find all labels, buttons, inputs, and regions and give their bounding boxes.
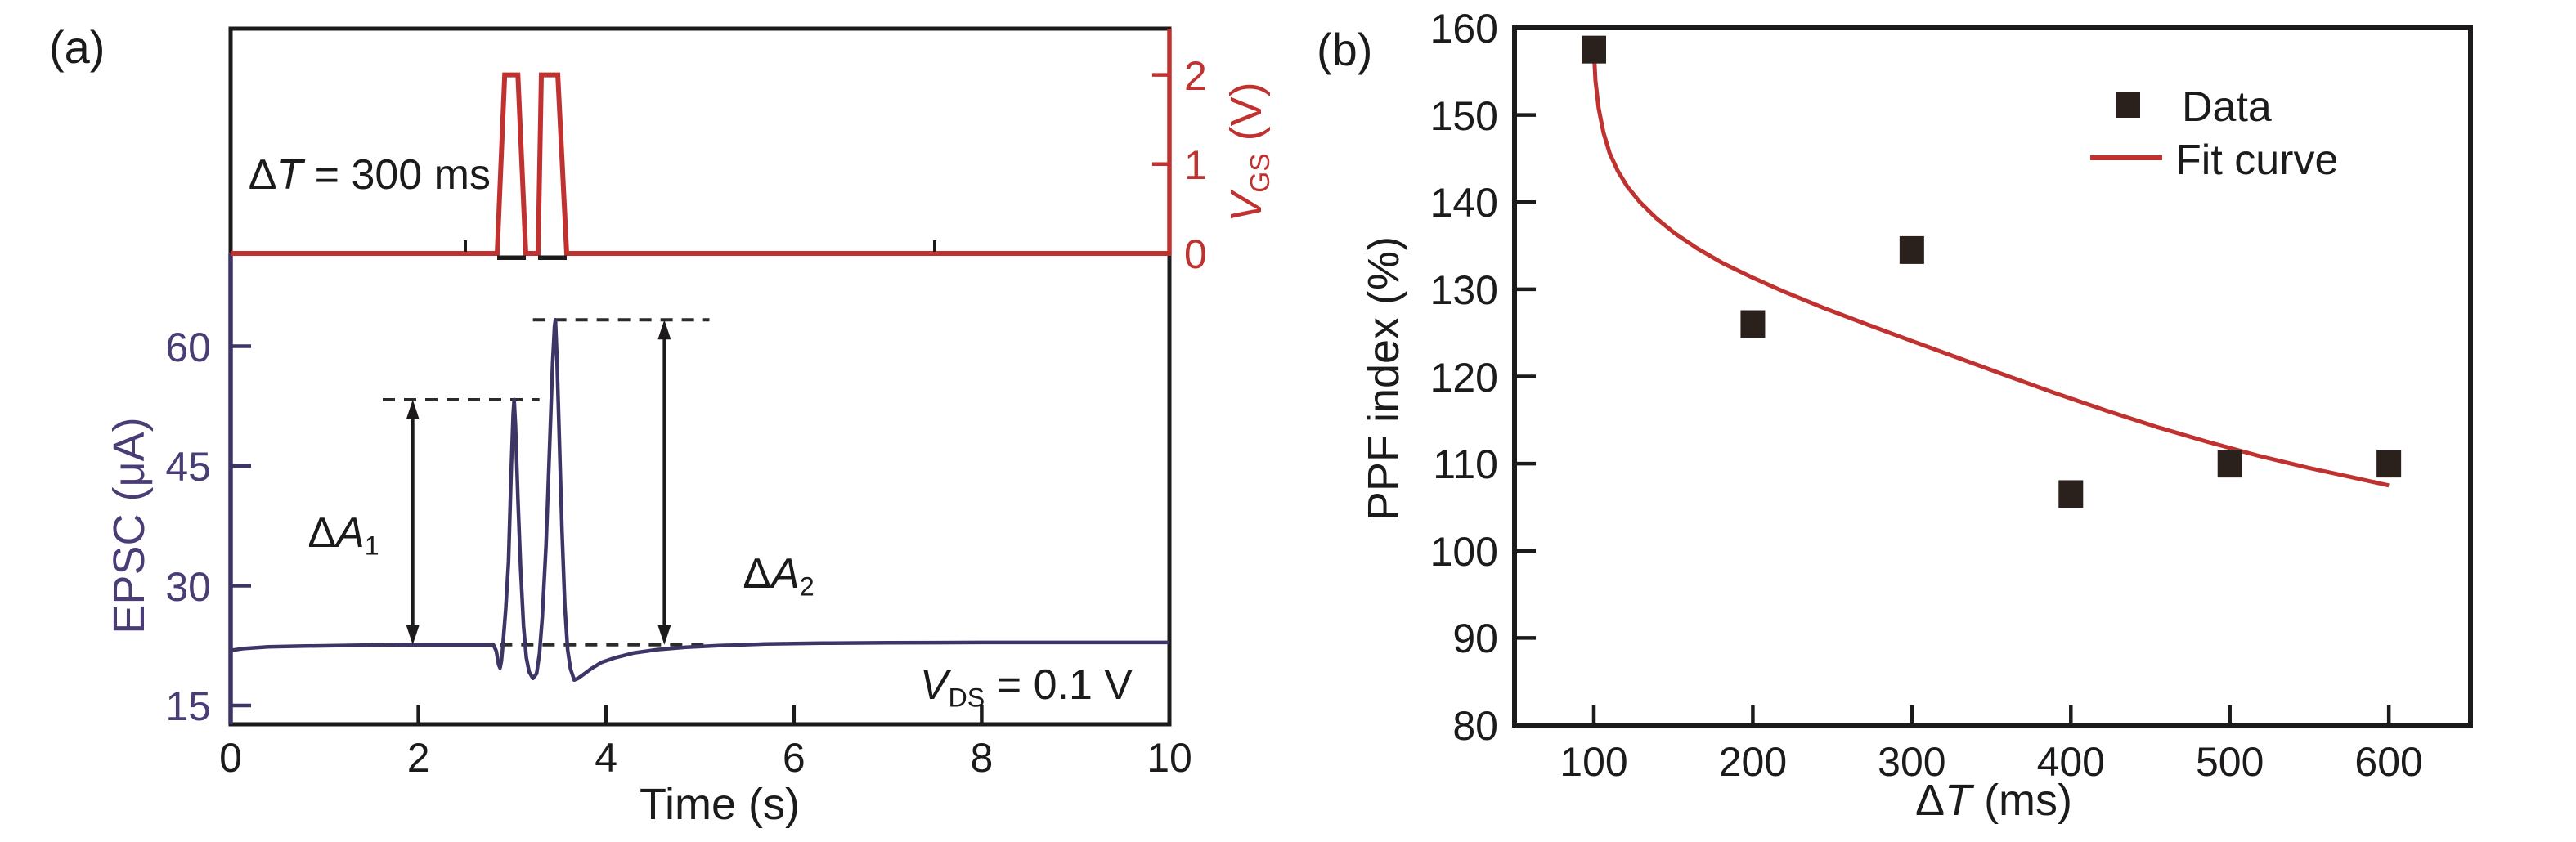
delta-a1-label: ΔA1 [307, 509, 379, 561]
tick-label: 100 [1429, 528, 1498, 575]
delta-a2-label: ΔA2 [743, 550, 815, 602]
panel-b-x-axis-label: ΔT (ms) [1914, 776, 2073, 825]
tick-label: 15 [165, 683, 211, 729]
tick-label: 60 [165, 324, 211, 370]
tick-label: 6 [782, 735, 806, 781]
tick-label: 140 [1429, 180, 1498, 226]
panel-a-left-axis-label: EPSC (μA) [105, 417, 154, 634]
panel-a-letter: (a) [49, 21, 105, 73]
panel-b-letter: (b) [1317, 24, 1373, 75]
tick-label: 0 [219, 735, 242, 781]
legend-data-label: Data [2182, 83, 2272, 131]
panel-a-x-axis-label: Time (s) [640, 780, 800, 829]
tick-label: 8 [970, 735, 994, 781]
tick-label: 120 [1429, 354, 1498, 401]
panel-a-plot [228, 26, 1172, 727]
panel-b-plot [1512, 25, 2473, 728]
tick-label: 400 [2036, 739, 2105, 785]
legend-fit-marker [2090, 155, 2162, 160]
tick-label: 600 [2354, 739, 2423, 785]
tick-label: 2 [406, 735, 430, 781]
pulse-interval-annotation: ΔT = 300 ms [248, 151, 491, 199]
legend-data-marker [2116, 92, 2140, 118]
tick-label: 45 [165, 444, 211, 490]
tick-label: 160 [1429, 6, 1498, 52]
tick-label: 150 [1429, 92, 1498, 139]
tick-label: 130 [1429, 266, 1498, 313]
legend-fit-label: Fit curve [2175, 137, 2339, 184]
tick-label: 30 [165, 563, 211, 610]
tick-label: 2 [1184, 52, 1207, 99]
tick-label: 1 [1184, 141, 1207, 188]
tick-label: 100 [1560, 739, 1628, 785]
vds-annotation: VDS = 0.1 V [919, 661, 1133, 713]
tick-label: 90 [1452, 616, 1498, 662]
tick-label: 500 [2196, 739, 2264, 785]
tick-label: 300 [1878, 739, 1946, 785]
tick-label: 0 [1184, 231, 1207, 277]
tick-label: 200 [1718, 739, 1788, 785]
tick-label: 110 [1433, 441, 1498, 488]
tick-label: 10 [1147, 735, 1192, 781]
tick-label: 4 [595, 735, 618, 781]
tick-label: 80 [1452, 703, 1498, 749]
